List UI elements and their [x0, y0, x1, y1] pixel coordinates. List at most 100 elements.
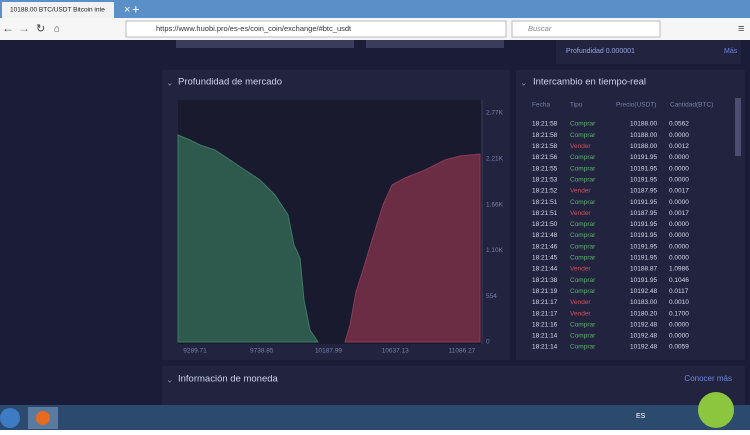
column-header: Cantidad(BTC) — [670, 102, 713, 109]
trade-cell: 0.0000 — [669, 333, 689, 340]
trade-cell: 0.0000 — [669, 132, 689, 139]
trade-cell: 18:21:56 — [532, 154, 558, 161]
trade-cell: 0.0000 — [669, 232, 689, 239]
trade-cell: 10191.95 — [630, 232, 657, 239]
trade-cell: 10191.95 — [630, 154, 657, 161]
column-header: Tipo — [570, 102, 583, 109]
trade-cell: 0.0000 — [669, 255, 689, 262]
depth-select-panel — [556, 40, 741, 64]
trades-title: Intercambio en tiempo-real — [533, 77, 646, 88]
menu[interactable]: ≡ — [738, 23, 744, 35]
trade-cell: 10191.95 — [630, 176, 657, 183]
trade-cell: 0.0017 — [669, 210, 689, 217]
trade-cell: 10188.87 — [630, 266, 657, 273]
trade-cell: Comprar — [570, 132, 596, 139]
top-button[interactable] — [176, 40, 354, 48]
column-header: Precio(USDT) — [616, 102, 656, 109]
trade-cell: Comprar — [570, 288, 596, 295]
y-tick-label: 2.21K — [486, 156, 504, 163]
info-link[interactable]: Conocer más — [684, 374, 732, 383]
trade-cell: 10191.95 — [630, 165, 657, 172]
trade-cell: Vender — [570, 310, 591, 317]
trade-cell: 10183.00 — [630, 299, 657, 306]
trade-cell: 10191.95 — [630, 199, 657, 206]
tab[interactable] — [2, 2, 114, 18]
trade-cell: 10191.95 — [630, 277, 657, 284]
y-tick-label: 554 — [486, 293, 497, 300]
trade-cell: Vender — [570, 299, 591, 306]
x-tick-label: 11086.27 — [449, 348, 476, 355]
trade-cell: 18:21:17 — [532, 310, 558, 317]
scrollbar[interactable] — [735, 98, 741, 156]
trade-cell: 10191.95 — [630, 255, 657, 262]
trade-cell: 0.0000 — [669, 165, 689, 172]
trade-cell: 0.0000 — [669, 154, 689, 161]
bid-area — [177, 134, 319, 343]
trade-cell: 0.0059 — [669, 344, 689, 351]
back[interactable]: ← — [2, 21, 14, 35]
trade-cell: 18:21:46 — [532, 243, 558, 250]
trade-cell: Comprar — [570, 221, 596, 228]
y-tick-label: 2.77K — [486, 110, 504, 117]
trade-cell: 18:21:51 — [532, 210, 558, 217]
trade-cell: 18:21:58 — [532, 143, 558, 150]
trade-cell: 18:21:50 — [532, 221, 558, 228]
top-button[interactable] — [366, 40, 504, 48]
new-tab[interactable]: + — [132, 1, 140, 16]
trade-cell: 18:21:14 — [532, 333, 558, 340]
language: ES — [636, 413, 646, 420]
trade-cell: 0.0562 — [669, 121, 689, 128]
trade-cell: Vender — [570, 143, 591, 150]
trade-cell: 0.0012 — [669, 143, 689, 150]
trade-cell: 10191.95 — [630, 243, 657, 250]
trades-table: Fecha Tipo Precio(USDT) Cantidad(BTC) 18:21:… — [532, 102, 713, 351]
title-bar — [0, 0, 750, 18]
trade-cell: 10180.20 — [630, 310, 657, 317]
trade-cell: 10187.95 — [630, 188, 657, 195]
trade-cell: 10188.00 — [630, 132, 657, 139]
home[interactable]: ⌂ — [54, 24, 60, 35]
x-tick-label: 9289.71 — [183, 348, 207, 355]
trade-cell: 18:21:16 — [532, 321, 558, 328]
reload[interactable]: ↻ — [36, 23, 45, 35]
y-tick-label: 1.10K — [486, 247, 504, 254]
depth-title: Profundidad de mercado — [178, 77, 282, 88]
column-header: Fecha — [532, 102, 550, 109]
taskbar — [0, 405, 750, 430]
url-bar[interactable] — [125, 20, 507, 38]
trade-cell: 0.1700 — [669, 310, 689, 317]
info-panel — [162, 366, 745, 405]
depth-select[interactable]: Profundidad 0.000001 — [566, 48, 635, 55]
trade-cell: 10192.48 — [630, 344, 657, 351]
trade-cell: 10188.00 — [630, 121, 657, 128]
trade-cell: Comprar — [570, 255, 596, 262]
close-tab[interactable]: × — [124, 4, 130, 16]
trade-cell: 1.0986 — [669, 266, 689, 273]
trade-cell: 10192.48 — [630, 321, 657, 328]
trade-cell: 10192.48 — [630, 333, 657, 340]
trade-cell: Comprar — [570, 344, 596, 351]
trade-cell: 0.0000 — [669, 221, 689, 228]
trade-cell: Comprar — [570, 199, 596, 206]
trade-cell: Vender — [570, 210, 591, 217]
trade-cell: Comprar — [570, 176, 596, 183]
more-link[interactable]: Más — [724, 48, 738, 55]
depth-axis: 2.77K 2.21K 1.66K 1.10K 554 0 9289.71 9738.85 10… — [183, 110, 503, 355]
trade-cell: Comprar — [570, 121, 596, 128]
trade-cell: 18:21:14 — [532, 344, 558, 351]
trade-cell: 18:21:51 — [532, 199, 558, 206]
trade-cell: 18:21:58 — [532, 121, 558, 128]
forward[interactable]: → — [18, 21, 30, 35]
trade-cell: 0.0000 — [669, 199, 689, 206]
trade-cell: 0.0000 — [669, 243, 689, 250]
trade-cell: 18:21:55 — [532, 165, 558, 172]
firefox-icon — [36, 411, 50, 425]
trade-cell: 18:21:38 — [532, 277, 558, 284]
chevron: ⌄ — [166, 374, 174, 384]
start-button[interactable] — [0, 408, 20, 428]
search-box[interactable] — [511, 20, 661, 38]
trade-cell: 18:21:19 — [532, 288, 558, 295]
watermark-logo — [698, 392, 734, 428]
y-tick-label: 1.66K — [486, 201, 504, 208]
y-tick-label: 0 — [486, 339, 490, 346]
